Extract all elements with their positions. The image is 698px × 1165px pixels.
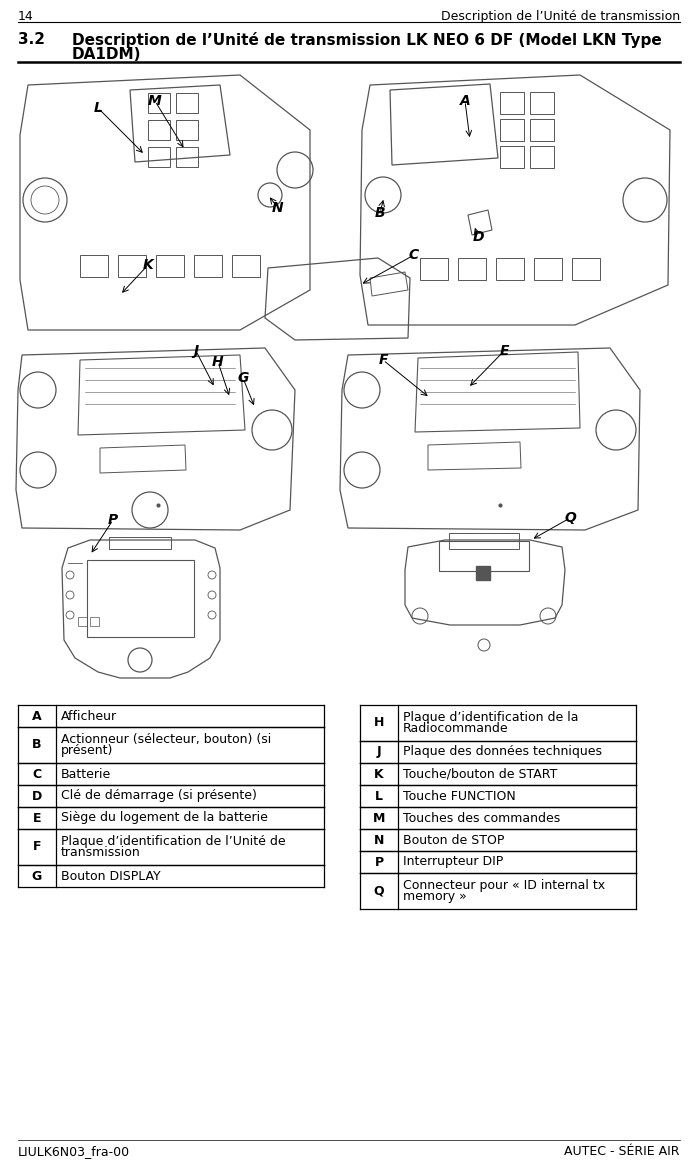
- Text: Afficheur: Afficheur: [61, 709, 117, 722]
- Text: transmission: transmission: [61, 846, 141, 859]
- Text: Actionneur (sélecteur, bouton) (si: Actionneur (sélecteur, bouton) (si: [61, 733, 272, 746]
- Text: Plaque d’identification de la: Plaque d’identification de la: [403, 711, 579, 725]
- Text: J: J: [193, 344, 198, 358]
- Text: Plaque d’identification de l’Unité de: Plaque d’identification de l’Unité de: [61, 835, 285, 848]
- Text: présent): présent): [61, 744, 113, 757]
- Text: B: B: [32, 739, 42, 751]
- Text: E: E: [499, 344, 509, 358]
- Text: B: B: [375, 206, 385, 220]
- Text: A: A: [459, 94, 470, 108]
- Text: Bouton de STOP: Bouton de STOP: [403, 833, 505, 847]
- Text: C: C: [409, 248, 419, 262]
- Text: Touche/bouton de START: Touche/bouton de START: [403, 768, 558, 781]
- Text: M: M: [373, 812, 385, 825]
- Text: P: P: [374, 855, 384, 868]
- Text: G: G: [237, 370, 248, 384]
- Text: J: J: [377, 746, 381, 758]
- Text: Batterie: Batterie: [61, 768, 111, 781]
- Text: N: N: [272, 202, 284, 216]
- Text: Clé de démarrage (si présente): Clé de démarrage (si présente): [61, 790, 257, 803]
- Text: D: D: [32, 790, 42, 803]
- Text: Plaque des données techniques: Plaque des données techniques: [403, 746, 602, 758]
- Text: F: F: [33, 840, 41, 854]
- Text: memory »: memory »: [403, 890, 467, 903]
- Text: Description de l’Unité de transmission LK NEO 6 DF (Model LKN Type: Description de l’Unité de transmission L…: [72, 31, 662, 48]
- Text: D: D: [473, 230, 484, 243]
- Text: Touches des commandes: Touches des commandes: [403, 812, 560, 825]
- Text: Touche FUNCTION: Touche FUNCTION: [403, 790, 516, 803]
- Text: F: F: [378, 353, 388, 367]
- Text: Q: Q: [373, 884, 385, 897]
- Text: LIULK6N03_fra-00: LIULK6N03_fra-00: [18, 1145, 130, 1158]
- Text: H: H: [374, 716, 384, 729]
- Text: K: K: [142, 257, 154, 271]
- Text: K: K: [374, 768, 384, 781]
- Text: Connecteur pour « ID internal tx: Connecteur pour « ID internal tx: [403, 880, 605, 892]
- Text: Description de l’Unité de transmission: Description de l’Unité de transmission: [441, 10, 680, 23]
- Text: G: G: [32, 869, 42, 883]
- Text: Bouton DISPLAY: Bouton DISPLAY: [61, 869, 161, 883]
- Text: 3.2: 3.2: [18, 31, 45, 47]
- FancyBboxPatch shape: [476, 566, 490, 580]
- Text: C: C: [32, 768, 42, 781]
- Text: L: L: [375, 790, 383, 803]
- Text: H: H: [212, 355, 224, 369]
- Text: L: L: [94, 101, 103, 115]
- Text: E: E: [33, 812, 41, 825]
- Text: N: N: [374, 833, 384, 847]
- Text: AUTEC - SÉRIE AIR: AUTEC - SÉRIE AIR: [565, 1145, 680, 1158]
- Text: DA1DM): DA1DM): [72, 47, 142, 62]
- Text: A: A: [32, 709, 42, 722]
- Text: M: M: [148, 94, 162, 108]
- Text: Interrupteur DIP: Interrupteur DIP: [403, 855, 503, 868]
- Text: Q: Q: [564, 511, 576, 525]
- Text: 14: 14: [18, 10, 34, 23]
- Text: P: P: [108, 513, 118, 527]
- Text: Radiocommande: Radiocommande: [403, 722, 509, 735]
- Text: Siège du logement de la batterie: Siège du logement de la batterie: [61, 812, 268, 825]
